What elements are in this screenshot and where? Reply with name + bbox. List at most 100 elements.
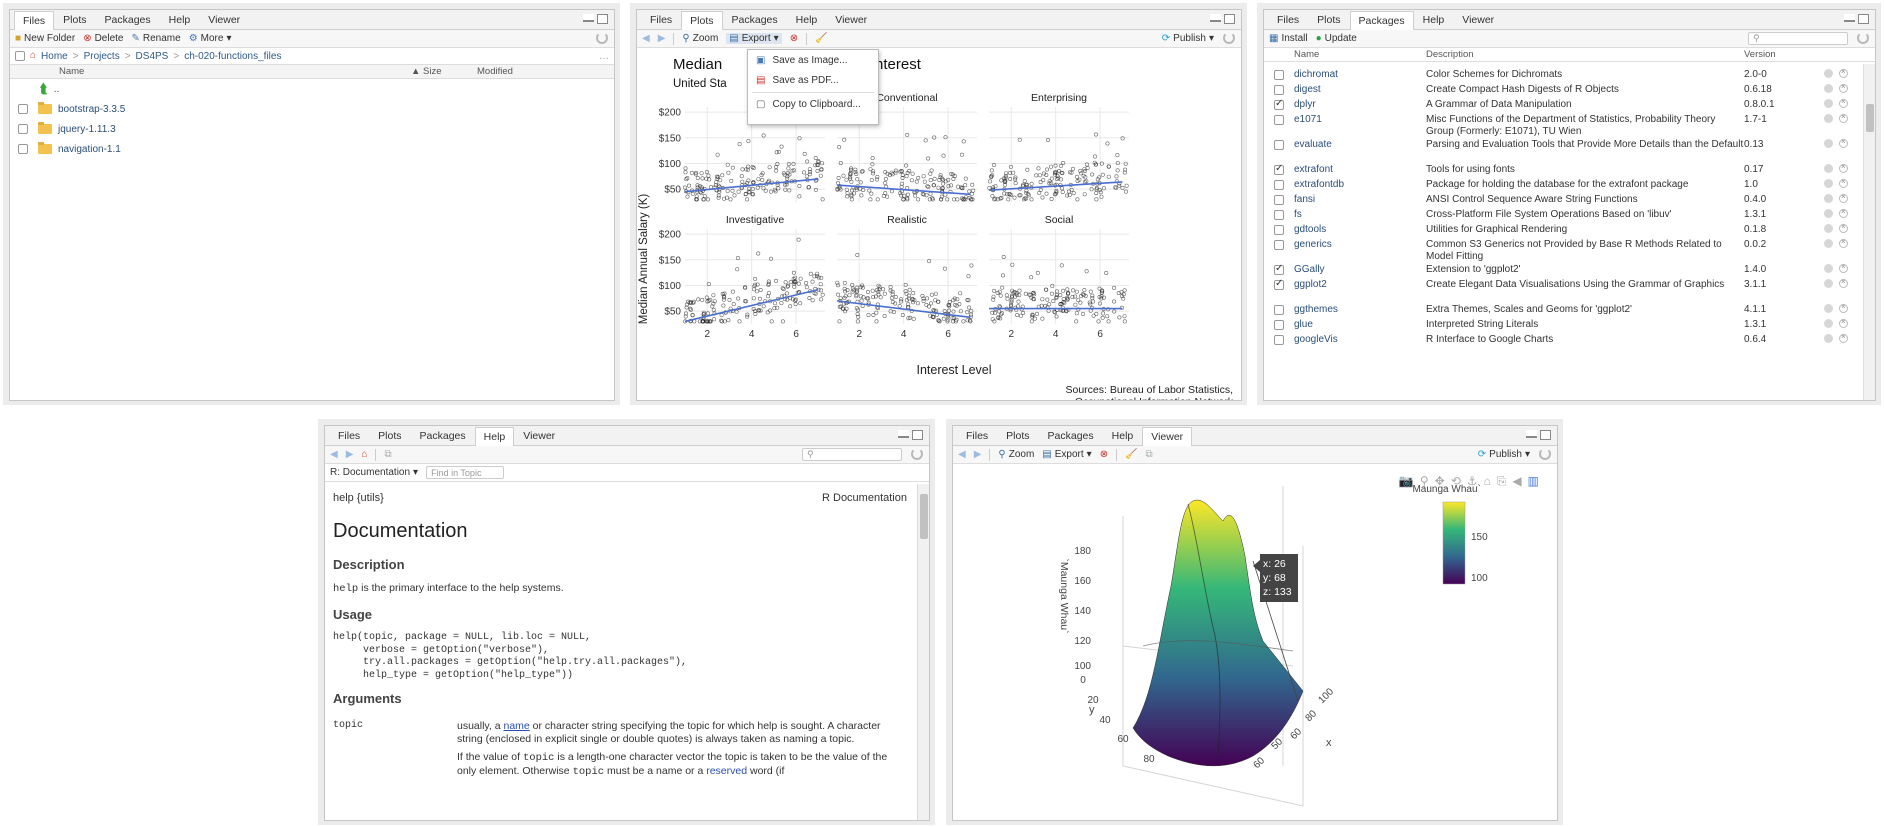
package-checkbox[interactable] xyxy=(1274,115,1284,125)
remove-plot-icon[interactable]: ⊗ xyxy=(789,32,799,44)
export-button[interactable]: ▤ Export ▾ xyxy=(1042,448,1092,460)
plotly-logo-icon[interactable]: ▥ xyxy=(1527,474,1539,488)
package-checkbox[interactable] xyxy=(1274,278,1284,290)
broom-icon[interactable]: 🧹 xyxy=(815,32,828,44)
zoom-button[interactable]: ⚲ Zoom xyxy=(682,32,719,44)
package-name[interactable]: extrafontdb xyxy=(1294,179,1345,190)
camera-icon[interactable]: 📷 xyxy=(1398,474,1414,488)
delete-button[interactable]: ⊗ Delete xyxy=(83,32,124,44)
tab-plots[interactable]: Plots xyxy=(1006,430,1030,442)
package-checkbox[interactable] xyxy=(1274,85,1284,95)
new-folder-button[interactable]: ■ New Folder xyxy=(15,32,76,44)
package-name[interactable]: ggthemes xyxy=(1294,304,1338,315)
publish-button[interactable]: ⟳ Publish ▾ xyxy=(1161,32,1214,44)
reserved-link[interactable]: reserved xyxy=(706,764,748,777)
save-as-image-item[interactable]: ▣ Save as Image... xyxy=(756,54,848,66)
package-website-icon[interactable] xyxy=(1824,319,1833,328)
packages-scrollbar[interactable] xyxy=(1863,64,1875,400)
package-name[interactable]: dplyr xyxy=(1294,99,1316,110)
tab-plots[interactable]: Plots xyxy=(1317,14,1341,26)
package-checkbox[interactable] xyxy=(1274,98,1284,110)
package-checkbox[interactable] xyxy=(1274,195,1284,205)
maximize-button[interactable] xyxy=(597,14,608,24)
popout-icon[interactable]: ⧉ xyxy=(1145,448,1153,460)
column-name[interactable]: Name xyxy=(59,66,85,77)
tab-files[interactable]: Files xyxy=(966,430,989,442)
name-link[interactable]: name xyxy=(503,720,530,732)
minimize-button[interactable] xyxy=(1526,430,1537,438)
package-website-icon[interactable] xyxy=(1824,239,1833,248)
tab-plots[interactable]: Plots xyxy=(63,14,87,26)
package-row[interactable]: gdtools Utilities for Graphical Rendering… xyxy=(1264,220,1863,235)
package-row[interactable]: ggplot2 Create Elegant Data Visualisation… xyxy=(1264,275,1863,300)
tab-viewer[interactable]: Viewer xyxy=(208,14,241,26)
package-website-icon[interactable] xyxy=(1824,279,1833,288)
broom-icon[interactable]: 🧹 xyxy=(1125,448,1138,460)
package-name[interactable]: e1071 xyxy=(1294,114,1322,125)
remove-package-icon[interactable] xyxy=(1839,332,1848,343)
package-website-icon[interactable] xyxy=(1824,304,1833,313)
package-row[interactable]: fs Cross-Platform File System Operations … xyxy=(1264,205,1863,220)
refresh-icon[interactable] xyxy=(596,32,608,44)
package-name[interactable]: fs xyxy=(1294,209,1302,220)
minimize-button[interactable] xyxy=(1844,14,1855,22)
package-row[interactable]: digest Create Compact Hash Digests of R O… xyxy=(1264,80,1863,95)
remove-package-icon[interactable] xyxy=(1839,137,1848,148)
package-checkbox[interactable] xyxy=(1274,210,1284,220)
package-name[interactable]: fansi xyxy=(1294,194,1316,205)
tab-plots[interactable]: Plots xyxy=(378,430,402,442)
package-row[interactable]: dplyr A Grammar of Data Manipulation 0.8.0… xyxy=(1264,95,1863,110)
package-website-icon[interactable] xyxy=(1824,224,1833,233)
package-row[interactable]: fansi ANSI Control Sequence Aware String … xyxy=(1264,190,1863,205)
package-search-input[interactable]: ⚲ xyxy=(1748,32,1848,45)
back-arrow-icon[interactable]: ◀ xyxy=(642,32,650,44)
tab-help[interactable]: Help xyxy=(474,427,515,446)
scrollbar-thumb[interactable] xyxy=(1866,104,1874,132)
package-checkbox[interactable] xyxy=(1274,140,1284,150)
popout-icon[interactable]: ⧉ xyxy=(384,448,392,460)
remove-package-icon[interactable] xyxy=(1839,162,1848,173)
maximize-button[interactable] xyxy=(912,430,923,440)
tab-packages[interactable]: Packages xyxy=(104,14,151,26)
remove-package-icon[interactable] xyxy=(1839,222,1848,233)
turntable-icon[interactable]: ⚓ xyxy=(1466,474,1478,488)
zoom-icon[interactable]: ⚲ xyxy=(1419,474,1429,488)
tab-files[interactable]: Files xyxy=(14,11,55,30)
file-checkbox[interactable] xyxy=(18,124,28,134)
package-name[interactable]: googleVis xyxy=(1294,334,1338,345)
package-website-icon[interactable] xyxy=(1824,99,1833,108)
orbit-rotate-icon[interactable]: ⟲ xyxy=(1450,474,1461,488)
topic-select[interactable]: R: Documentation ▾ xyxy=(330,467,419,478)
remove-package-icon[interactable] xyxy=(1839,112,1848,123)
update-button[interactable]: ● Update xyxy=(1315,32,1357,44)
column-version[interactable]: Version xyxy=(1744,49,1776,60)
tab-help[interactable]: Help xyxy=(1422,14,1445,26)
remove-package-icon[interactable] xyxy=(1839,302,1848,313)
package-checkbox[interactable] xyxy=(1274,225,1284,235)
package-website-icon[interactable] xyxy=(1824,164,1833,173)
list-item-parent[interactable]: ⮬ .. xyxy=(40,81,60,96)
package-row[interactable]: dichromat Color Schemes for Dichromats 2.0… xyxy=(1264,65,1863,80)
package-row[interactable]: extrafontdb Package for holding the datab… xyxy=(1264,175,1863,190)
minimize-button[interactable] xyxy=(583,14,594,22)
hover-toggle-icon[interactable]: ◀ xyxy=(1512,474,1522,488)
remove-package-icon[interactable] xyxy=(1839,317,1848,328)
package-name[interactable]: digest xyxy=(1294,84,1321,95)
publish-button[interactable]: ⟳ Publish ▾ xyxy=(1477,448,1530,460)
package-row[interactable]: extrafont Tools for using fonts 0.17 xyxy=(1264,160,1863,175)
tab-plots[interactable]: Plots xyxy=(681,11,723,30)
refresh-icon[interactable] xyxy=(911,448,923,460)
tab-packages[interactable]: Packages xyxy=(1047,430,1094,442)
copy-to-clipboard-item[interactable]: ▢ Copy to Clipboard... xyxy=(756,98,861,110)
breadcrumb-projects[interactable]: Projects xyxy=(83,50,120,62)
package-name[interactable]: generics xyxy=(1294,239,1332,250)
package-checkbox[interactable] xyxy=(1274,163,1284,175)
package-website-icon[interactable] xyxy=(1824,84,1833,93)
package-name[interactable]: ggplot2 xyxy=(1294,279,1327,290)
tab-viewer[interactable]: Viewer xyxy=(523,430,556,442)
refresh-icon[interactable] xyxy=(1857,32,1869,44)
column-modified[interactable]: Modified xyxy=(477,66,513,77)
last-view-icon[interactable]: ⎘ xyxy=(1496,474,1507,488)
breadcrumb-current[interactable]: ch-020-functions_files xyxy=(184,50,282,62)
